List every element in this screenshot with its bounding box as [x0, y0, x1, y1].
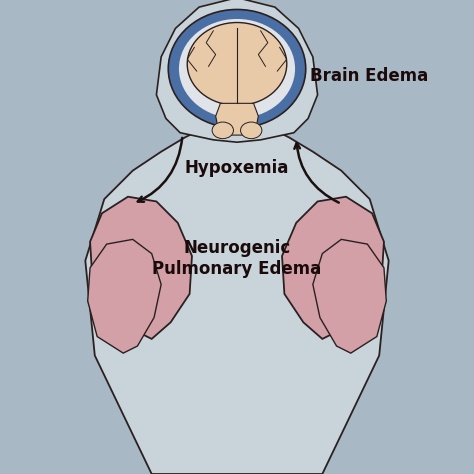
Polygon shape — [313, 239, 386, 353]
Text: Brain Edema: Brain Edema — [310, 67, 428, 85]
Polygon shape — [90, 197, 192, 339]
Polygon shape — [85, 123, 389, 474]
Ellipse shape — [179, 19, 295, 118]
Polygon shape — [282, 197, 384, 339]
Ellipse shape — [187, 22, 287, 106]
Ellipse shape — [241, 122, 262, 138]
Text: Neurogenic
Pulmonary Edema: Neurogenic Pulmonary Edema — [152, 239, 322, 278]
Ellipse shape — [212, 122, 233, 138]
Ellipse shape — [168, 9, 306, 128]
Polygon shape — [88, 239, 161, 353]
Text: Hypoxemia: Hypoxemia — [185, 159, 289, 177]
Polygon shape — [156, 0, 318, 142]
Polygon shape — [216, 103, 258, 135]
